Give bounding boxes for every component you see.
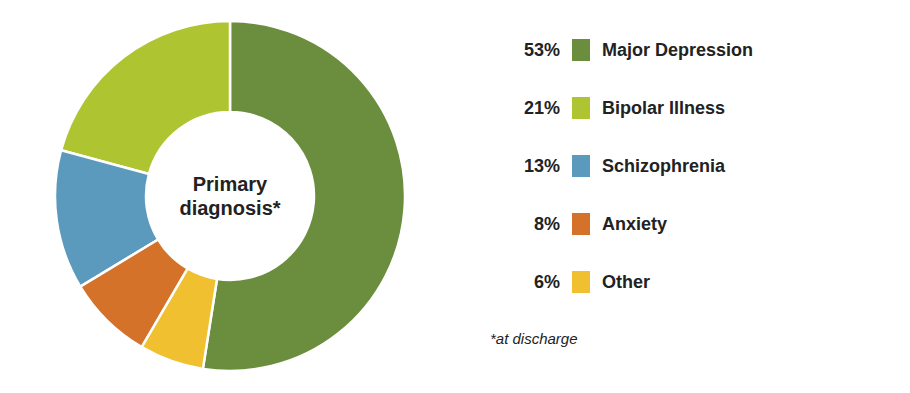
legend-percentage: 6% [534,272,560,292]
legend-swatch [572,97,590,119]
donut [55,21,405,371]
legend-label: Other [602,272,650,292]
legend-label: Bipolar Illness [602,98,725,118]
slice [142,269,217,369]
legend-label: Major Depression [602,40,753,60]
title-line: diagnosis* [179,197,280,219]
chart: Primarydiagnosis* 53% Major Depression 21% B… [0,0,910,393]
legend-swatch [572,271,590,293]
title-line: Primary [193,173,268,195]
subtitle: *at discharge [490,330,578,347]
slice [61,21,230,174]
legend-percentage: 21% [524,98,560,118]
legend-swatch [572,155,590,177]
slice [203,21,405,371]
legend-percentage: 53% [524,40,560,60]
legend-label: Anxiety [602,214,667,234]
legend-percentage: 8% [534,214,560,234]
title: Primarydiagnosis* [179,173,280,219]
legend-swatch [572,213,590,235]
legend-swatch [572,39,590,61]
legend: 53% Major Depression 21% Bipolar Illness 13%… [524,39,753,293]
legend-label: Schizophrenia [602,156,726,176]
legend-percentage: 13% [524,156,560,176]
